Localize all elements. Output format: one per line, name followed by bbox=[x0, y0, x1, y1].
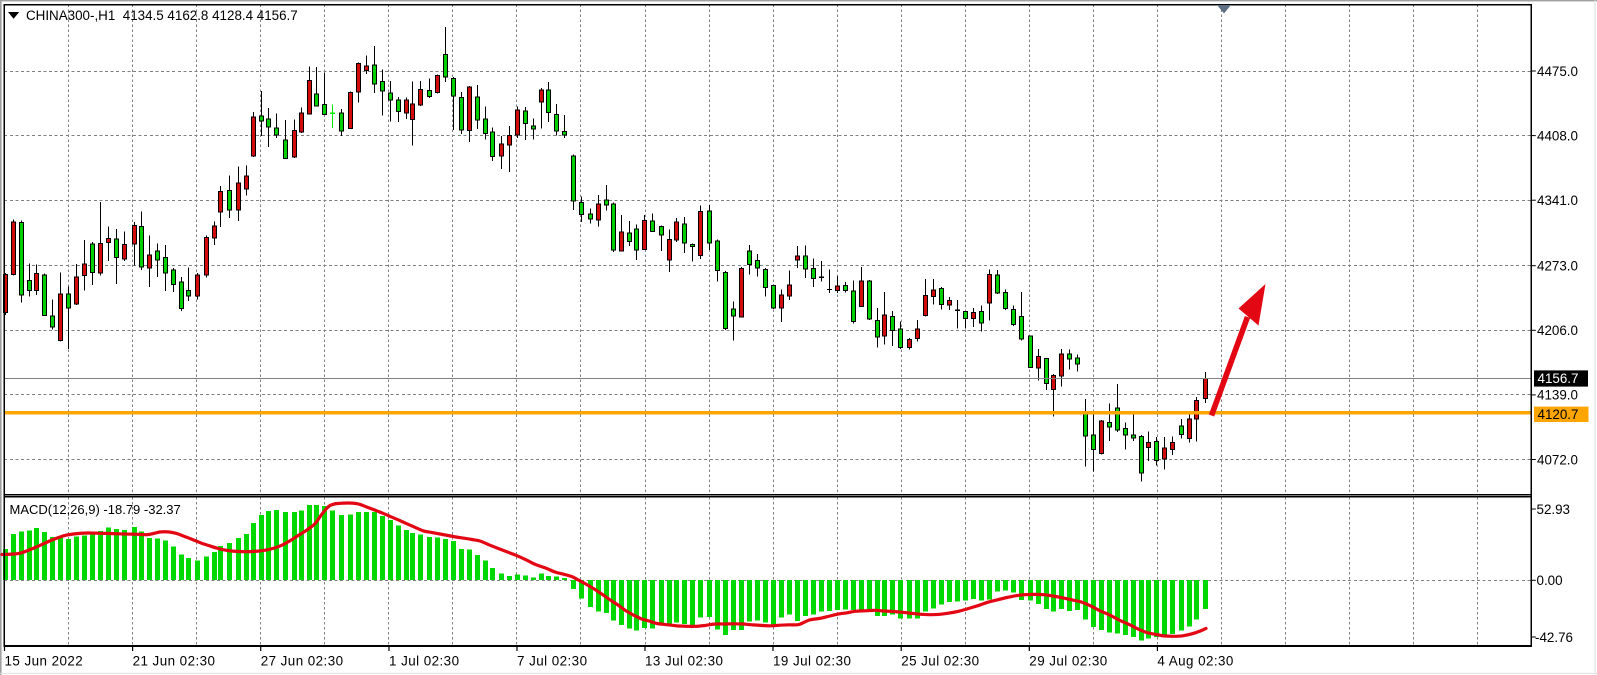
svg-text:MACD(12,26,9) -18.79 -32.37: MACD(12,26,9) -18.79 -32.37 bbox=[10, 502, 181, 517]
svg-text:CHINA300-,H1 4134.5 4162.8 41: CHINA300-,H1 4134.5 4162.8 4128.4 4156.7 bbox=[26, 8, 298, 23]
svg-text:4 Aug 02:30: 4 Aug 02:30 bbox=[1157, 653, 1233, 668]
svg-text:1 Jul 02:30: 1 Jul 02:30 bbox=[389, 653, 459, 668]
svg-text:15 Jun 2022: 15 Jun 2022 bbox=[5, 653, 84, 668]
svg-text:4273.0: 4273.0 bbox=[1537, 259, 1578, 274]
svg-text:4072.0: 4072.0 bbox=[1537, 452, 1578, 467]
svg-text:-42.76: -42.76 bbox=[1535, 630, 1573, 645]
svg-text:4206.0: 4206.0 bbox=[1537, 323, 1578, 338]
svg-text:19 Jul 02:30: 19 Jul 02:30 bbox=[773, 653, 851, 668]
svg-text:13 Jul 02:30: 13 Jul 02:30 bbox=[645, 653, 723, 668]
svg-text:25 Jul 02:30: 25 Jul 02:30 bbox=[901, 653, 979, 668]
svg-text:4120.7: 4120.7 bbox=[1538, 407, 1579, 422]
svg-text:4475.0: 4475.0 bbox=[1537, 64, 1578, 79]
svg-text:7 Jul 02:30: 7 Jul 02:30 bbox=[517, 653, 587, 668]
svg-text:21 Jun 02:30: 21 Jun 02:30 bbox=[133, 653, 216, 668]
svg-text:4408.0: 4408.0 bbox=[1537, 128, 1578, 143]
svg-text:4139.0: 4139.0 bbox=[1537, 388, 1578, 403]
svg-text:0.00: 0.00 bbox=[1537, 573, 1563, 588]
svg-text:29 Jul 02:30: 29 Jul 02:30 bbox=[1029, 653, 1107, 668]
svg-text:4341.0: 4341.0 bbox=[1537, 193, 1578, 208]
svg-text:4156.7: 4156.7 bbox=[1538, 371, 1579, 386]
svg-text:52.93: 52.93 bbox=[1537, 502, 1571, 517]
svg-text:27 Jun 02:30: 27 Jun 02:30 bbox=[261, 653, 344, 668]
